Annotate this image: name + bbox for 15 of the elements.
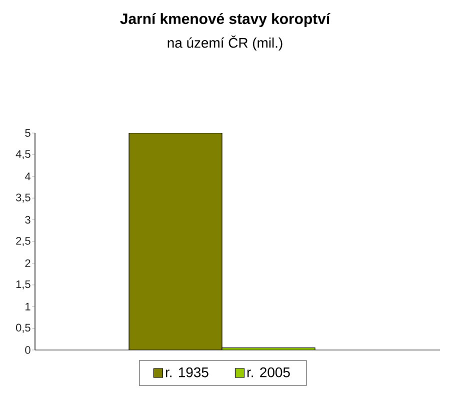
y-tick-label: 4,5 [16, 150, 30, 160]
chart-title: Jarní kmenové stavy koroptví [120, 12, 330, 28]
y-tick-label: 4 [24, 172, 30, 180]
legend-label: r. 2005 [247, 367, 290, 378]
y-tick-label: 1,5 [16, 280, 30, 290]
y-tick-label: 2,5 [16, 236, 30, 246]
y-tick-label: 2 [25, 259, 30, 268]
y-tick-label: 3 [25, 216, 30, 224]
legend-label: r. 1935 [166, 367, 208, 378]
y-tick-label: 0,5 [16, 324, 30, 333]
y-tick-label: 5 [25, 129, 30, 137]
y-tick-label: 1 [26, 302, 30, 310]
y-tick-label: 3,5 [16, 194, 30, 203]
chart-subtitle: na území ČR (mil.) [168, 35, 282, 51]
y-tick-label: 0 [25, 346, 30, 354]
